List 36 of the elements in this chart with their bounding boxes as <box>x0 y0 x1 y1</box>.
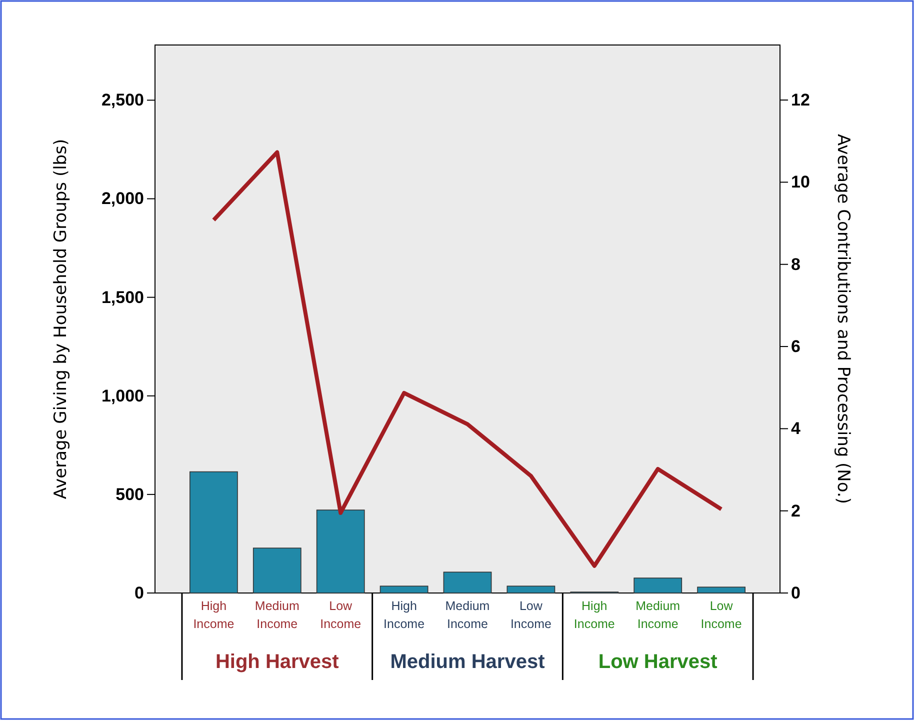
x-tick-label: High Income <box>193 599 234 631</box>
x-tick-label: High Income <box>574 599 615 631</box>
bar <box>316 510 365 594</box>
x-tick-label: Medium Income <box>636 599 680 631</box>
x-tick-label: Low Income <box>320 599 362 631</box>
y-tick-label: 0 <box>134 583 144 602</box>
y2-tick-label: 2 <box>791 501 800 520</box>
bar <box>506 586 556 594</box>
y2-tick-label: 6 <box>791 336 800 356</box>
y-tick-label: 1,000 <box>101 386 144 406</box>
y2-tick-label: 12 <box>791 90 810 110</box>
bar <box>634 578 682 594</box>
y2-tick-label: 10 <box>791 172 810 192</box>
bar <box>190 471 238 594</box>
x-tick-label: Medium Income <box>254 599 300 631</box>
bar <box>697 586 746 594</box>
bar <box>252 548 302 594</box>
text: Medium Harvest <box>390 651 546 673</box>
y-tick-label: 500 <box>116 484 144 504</box>
x-tick-label: High Income <box>384 599 425 631</box>
y-tick-label: 1,500 <box>101 288 144 307</box>
y-axis-title: Average Giving by Household Groups (lbs) <box>51 138 71 500</box>
y2-tick-label: 8 <box>791 254 800 274</box>
x-tick-label: Medium Income <box>445 599 490 631</box>
y2-axis-title: Average Contributions and Processing (No.) <box>833 134 853 504</box>
bar <box>443 572 492 594</box>
x-tick-label: Low Income <box>510 599 552 631</box>
y2-tick-label: 4 <box>791 419 801 438</box>
bar <box>380 586 428 594</box>
y2-tick-label: 0 <box>791 583 800 602</box>
line-series <box>212 150 724 568</box>
text: Low Harvest <box>598 651 718 673</box>
y-tick-label: 2,000 <box>101 189 144 208</box>
x-tick-label: Low Income <box>700 599 742 631</box>
text: High Harvest <box>215 651 340 673</box>
y-tick-label: 2,500 <box>101 90 144 110</box>
